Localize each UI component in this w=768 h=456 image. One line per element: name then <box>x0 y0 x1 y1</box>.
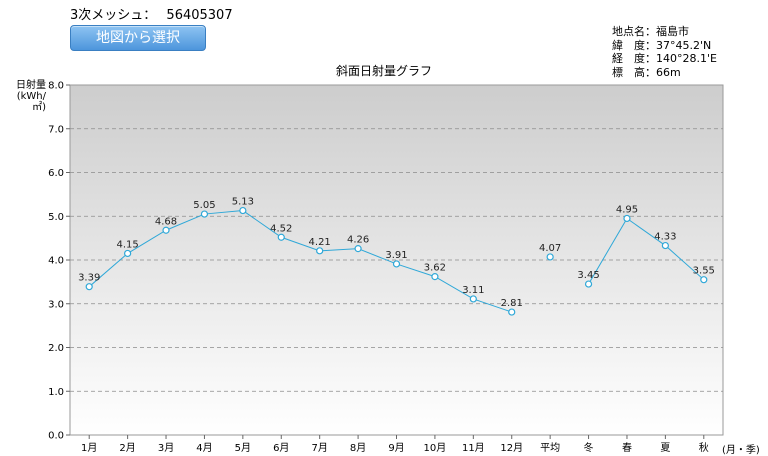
y-tick-label: 8.0 <box>48 81 64 92</box>
x-tick-label: 9月 <box>388 442 404 454</box>
y-tick-label: 7.0 <box>48 124 64 135</box>
x-tick-label: 12月 <box>500 442 523 454</box>
y-tick-label: 2.0 <box>48 343 64 354</box>
y-tick-label: 1.0 <box>48 387 64 398</box>
data-point <box>623 214 631 223</box>
x-tick-label: 7月 <box>311 442 327 454</box>
y-tick-label: 6.0 <box>48 168 64 179</box>
x-tick-label: 5月 <box>235 442 251 454</box>
longitude-value: 140°28.1'E <box>656 52 717 65</box>
series-line <box>588 217 705 285</box>
mesh-code-label: 3次メッシュ： 56405307 <box>70 4 239 23</box>
data-label: 4.68 <box>155 216 177 227</box>
y-tick-label: 3.0 <box>48 299 64 310</box>
data-label: 4.33 <box>654 232 676 243</box>
data-label: 4.21 <box>309 237 331 248</box>
data-point <box>239 206 247 215</box>
data-point <box>661 241 669 250</box>
mesh-code-value: 56405307 <box>166 8 233 23</box>
x-tick-label: 4月 <box>196 442 212 454</box>
mesh-label-text: 3次メッシュ： <box>70 8 157 23</box>
latitude-row: 緯 度：37°45.2'N <box>612 39 717 53</box>
x-tick-label: 平均 <box>540 442 560 454</box>
chart-title: 斜面日射量グラフ <box>335 64 432 78</box>
data-point <box>277 233 285 241</box>
y-axis-label: 日射量 (kWh/㎡) <box>4 80 46 113</box>
location-name-row: 地点名：福島市 <box>612 25 717 39</box>
x-tick-label: 3月 <box>158 442 174 454</box>
data-point <box>316 247 324 255</box>
latitude-label: 緯 度： <box>612 38 656 52</box>
y-axis-label-line2: (kWh/㎡) <box>16 91 46 113</box>
data-point <box>584 280 593 288</box>
data-label: 4.26 <box>347 235 369 246</box>
y-tick-label: 5.0 <box>48 212 64 223</box>
data-point <box>200 210 209 218</box>
data-label: 3.39 <box>78 273 100 284</box>
location-name-label: 地点名： <box>612 25 656 38</box>
data-label: 2.81 <box>501 298 523 309</box>
select-from-map-button[interactable]: 地図から選択 <box>70 25 206 51</box>
x-tick-label: 夏 <box>660 442 670 454</box>
x-tick-label: 2月 <box>119 442 135 454</box>
data-point <box>700 276 708 284</box>
data-label: 3.91 <box>385 250 407 261</box>
location-name-value: 福島市 <box>656 25 689 38</box>
x-tick-label: 冬 <box>584 441 594 454</box>
data-point <box>508 308 516 316</box>
data-label: 3.45 <box>577 270 599 281</box>
elevation-row: 標 高：66m <box>612 66 717 80</box>
data-label: 3.62 <box>424 263 446 274</box>
data-point <box>431 273 439 281</box>
x-tick-label: 10月 <box>424 442 447 454</box>
data-point <box>392 260 401 268</box>
x-tick-label: 秋 <box>699 441 709 454</box>
data-label: 4.52 <box>270 223 292 234</box>
data-point <box>469 295 477 303</box>
data-label: 4.15 <box>116 239 138 250</box>
data-point <box>546 253 554 261</box>
elevation-label: 標 高： <box>612 65 656 79</box>
latitude-value: 37°45.2'N <box>656 38 712 52</box>
data-point <box>354 245 362 253</box>
data-point <box>85 283 93 291</box>
data-label: 5.05 <box>193 200 215 211</box>
y-tick-label: 4.0 <box>48 256 64 267</box>
elevation-value: 66m <box>656 65 681 79</box>
x-tick-label: 11月 <box>462 442 485 454</box>
x-tick-label: 1月 <box>81 442 97 454</box>
longitude-row: 経 度：140°28.1'E <box>612 52 717 66</box>
location-info: 地点名：福島市 緯 度：37°45.2'N 経 度：140°28.1'E 標 高… <box>612 25 717 79</box>
data-label: 4.95 <box>616 204 638 215</box>
data-point <box>124 249 132 258</box>
series-line <box>88 210 512 313</box>
longitude-label: 経 度： <box>612 52 656 65</box>
data-label: 3.55 <box>693 266 715 277</box>
data-label: 4.07 <box>539 243 561 254</box>
data-label: 5.13 <box>232 197 254 208</box>
data-point <box>162 226 170 234</box>
data-label: 3.11 <box>462 285 484 296</box>
x-tick-label: 春 <box>622 442 632 454</box>
x-tick-label: 8月 <box>350 442 366 454</box>
y-axis-label-line1: 日射量 <box>16 80 46 91</box>
x-axis-unit: (月・季) <box>722 445 760 456</box>
x-tick-label: 6月 <box>273 442 289 454</box>
y-tick-label: 0.0 <box>48 431 64 442</box>
